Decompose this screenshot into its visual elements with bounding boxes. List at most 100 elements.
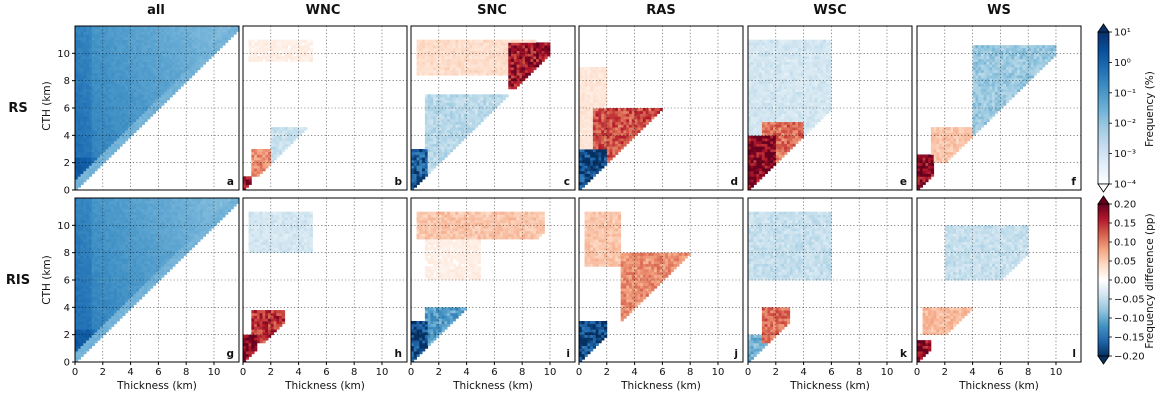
heatmap-cell — [789, 99, 793, 103]
heatmap-cell — [590, 72, 594, 76]
heatmap-cell — [97, 67, 101, 71]
heatmap-cell — [259, 47, 263, 51]
heatmap-cell — [108, 116, 112, 120]
heatmap-cell — [642, 118, 647, 123]
heatmap-cell — [152, 36, 157, 41]
heatmap-cell — [111, 64, 115, 68]
heatmap-cell — [97, 53, 101, 57]
heatmap-cell — [458, 135, 462, 139]
heatmap-cell — [480, 50, 484, 54]
heatmap-cell — [444, 108, 448, 112]
heatmap-cell — [80, 146, 84, 150]
heatmap-cell — [513, 47, 518, 51]
heatmap-cell — [631, 132, 635, 136]
heatmap-cell — [466, 47, 470, 51]
heatmap-cell — [88, 154, 93, 158]
heatmap-cell — [609, 135, 613, 139]
heatmap-cell — [533, 47, 537, 51]
heatmap-cell — [150, 75, 154, 79]
heatmap-cell — [592, 154, 597, 158]
heatmap-cell — [158, 102, 162, 106]
heatmap-cell — [584, 154, 588, 158]
heatmap-cell — [595, 72, 599, 76]
heatmap-cell — [88, 105, 93, 109]
heatmap-cell — [773, 64, 777, 68]
heatmap-cell — [474, 116, 479, 120]
panel-frame-d — [578, 25, 744, 191]
heatmap-cell — [748, 61, 752, 65]
heatmap-cell — [105, 108, 109, 112]
heatmap-cell — [152, 94, 157, 98]
heatmap-cell — [105, 34, 109, 38]
heatmap-cell — [211, 53, 215, 57]
heatmap-cell — [584, 179, 588, 183]
heatmap-cell — [94, 168, 98, 172]
heatmap-cell — [94, 67, 98, 71]
heatmap-cell — [301, 53, 305, 57]
heatmap-cell — [144, 102, 148, 106]
heatmap-cell — [455, 116, 459, 120]
heatmap-cell — [163, 34, 168, 38]
heatmap-cell — [436, 127, 440, 131]
heatmap-cell — [304, 127, 308, 131]
heatmap-cell — [97, 146, 101, 150]
heatmap-cell — [433, 113, 437, 117]
heatmap-cell — [172, 47, 176, 51]
heatmap-cell — [809, 94, 813, 98]
heatmap-cell — [792, 99, 796, 103]
heatmap-cell — [491, 56, 495, 60]
heatmap-cell — [144, 58, 148, 62]
heatmap-cell — [105, 140, 109, 144]
heatmap-cell — [778, 118, 782, 123]
heatmap-cell — [419, 176, 423, 180]
heatmap-cell — [276, 149, 280, 153]
heatmap-cell — [620, 124, 624, 128]
heatmap-cell — [609, 138, 613, 142]
heatmap-cell — [248, 181, 252, 185]
heatmap-cell — [629, 127, 633, 131]
heatmap-cell — [141, 26, 145, 30]
heatmap-cell — [180, 53, 184, 57]
heatmap-cell — [216, 47, 220, 51]
heatmap-cell — [449, 138, 454, 142]
heatmap-cell — [598, 140, 602, 144]
heatmap-cell — [748, 42, 752, 46]
heatmap-cell — [447, 94, 451, 98]
heatmap-cell — [756, 146, 760, 150]
heatmap-cell — [91, 154, 95, 158]
heatmap-cell — [262, 53, 266, 57]
heatmap-cell — [795, 116, 799, 120]
heatmap-cell — [770, 138, 774, 142]
heatmap-cell — [413, 170, 417, 174]
heatmap-cell — [100, 88, 104, 92]
heatmap-cell — [119, 88, 123, 92]
heatmap-cell — [116, 105, 120, 109]
heatmap-cell — [177, 42, 182, 46]
heatmap-cell — [424, 165, 429, 169]
heatmap-cell — [254, 154, 258, 158]
heatmap-cell — [447, 99, 451, 103]
heatmap-cell — [83, 138, 87, 142]
heatmap-cell — [94, 143, 98, 147]
heatmap-cell — [102, 135, 106, 139]
heatmap-cell — [775, 83, 779, 87]
heatmap-cell — [94, 118, 98, 123]
heatmap-cell — [144, 105, 148, 109]
heatmap-cell — [480, 99, 484, 103]
heatmap-cell — [483, 53, 487, 57]
heatmap-cell — [287, 53, 291, 57]
heatmap-cell — [447, 110, 451, 114]
heatmap-cell — [208, 56, 212, 60]
heatmap-cell — [197, 53, 201, 57]
heatmap-cell — [273, 58, 277, 62]
heatmap-cell — [433, 64, 437, 68]
heatmap-cell — [750, 181, 754, 185]
heatmap-cell — [86, 36, 90, 41]
heatmap-cell — [225, 31, 229, 35]
heatmap-cell — [595, 83, 599, 87]
heatmap-cell — [587, 140, 591, 144]
heatmap-cell — [748, 151, 752, 155]
heatmap-cell — [213, 31, 218, 35]
heatmap-cell — [590, 83, 594, 87]
heatmap-cell — [449, 102, 454, 106]
